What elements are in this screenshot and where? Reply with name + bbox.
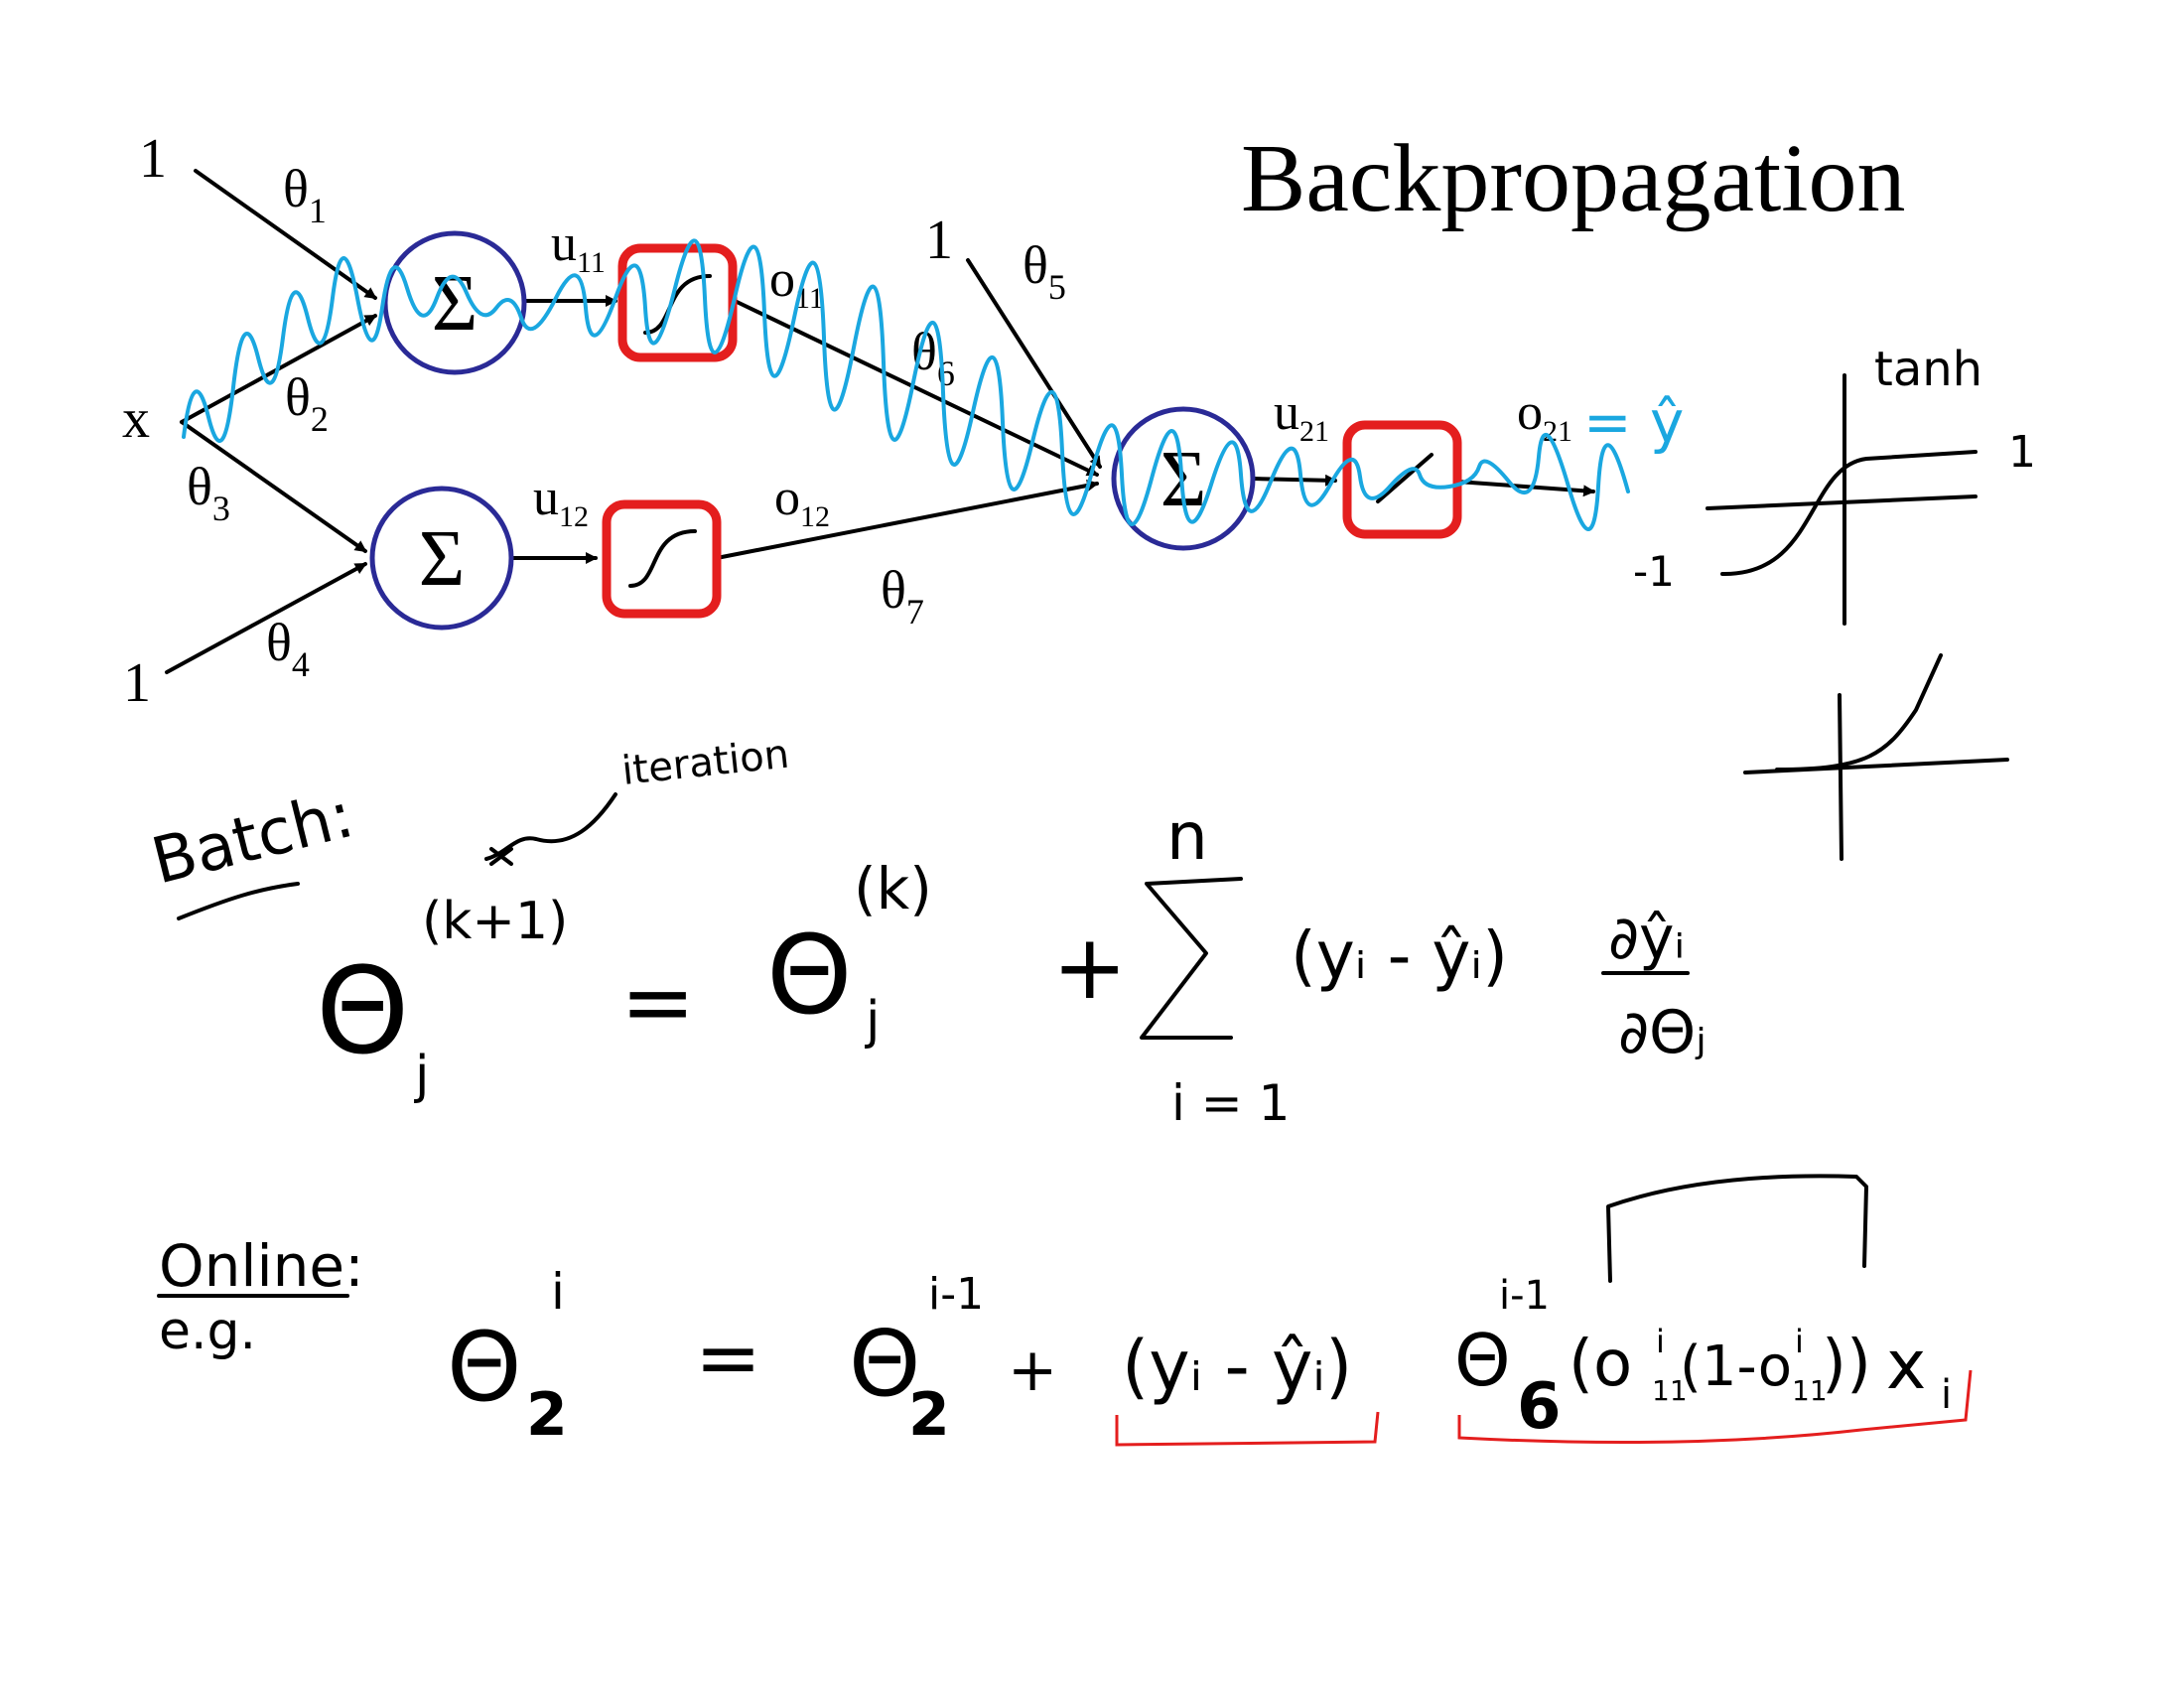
- online-equals: =: [695, 1312, 761, 1404]
- edge-theta3: [180, 420, 367, 553]
- batch-lhs-sup: (k+1): [422, 892, 568, 951]
- online-label: Online:: [159, 1232, 364, 1300]
- iteration-arrow: [484, 792, 617, 861]
- tanh-curve: [1720, 450, 1978, 577]
- tanh-x-axis: [1706, 494, 1978, 510]
- online-red-bracket-residual: [1115, 1411, 1380, 1447]
- edge-theta5: [966, 258, 1102, 469]
- batch-equals: =: [620, 950, 695, 1055]
- iteration-arrowhead: [489, 847, 513, 866]
- weight-theta2: θ2: [285, 367, 329, 439]
- online-x: x: [1886, 1327, 1926, 1405]
- sigmoid-icon-12: [628, 529, 697, 588]
- edge-o21: [1455, 480, 1595, 497]
- edge-theta4: [165, 562, 367, 674]
- online-mid: (1-o: [1680, 1335, 1792, 1399]
- online-lhs-sub: 2: [526, 1380, 568, 1450]
- weight-theta3: θ3: [187, 457, 230, 528]
- batch-sum-top: n: [1166, 798, 1208, 875]
- softplus-curve: [1775, 653, 1943, 772]
- batch-rhs-theta: Θ: [766, 912, 853, 1039]
- edge-theta1: [194, 169, 377, 300]
- weight-theta5: θ5: [1023, 235, 1066, 307]
- sum-node-12: [369, 486, 514, 631]
- sigmoid-box-12: [602, 499, 722, 619]
- online-rhs-sub: 2: [908, 1380, 950, 1450]
- tanh-pos-one: 1: [2008, 427, 2036, 478]
- tanh-plot: tanh 1 -1: [1633, 342, 2036, 626]
- online-update: Online: e.g. Θ i 2 = Θ i-1 2 + (yᵢ - ŷᵢ)…: [157, 1174, 1973, 1450]
- linear-icon-21: [1376, 453, 1433, 503]
- weight-theta4: θ4: [266, 613, 310, 684]
- batch-rhs-sub: j: [865, 991, 880, 1051]
- tanh-label: tanh: [1874, 342, 1982, 397]
- online-o11b-sub: 11: [1792, 1374, 1828, 1407]
- batch-update: Batch: iteration Θ (k+1) j = Θ (k) j + n…: [145, 732, 1706, 1132]
- batch-deriv-den: ∂Θⱼ: [1618, 998, 1706, 1067]
- batch-underline: [177, 882, 300, 920]
- signal-o12: o12: [774, 470, 830, 533]
- online-o11a-sup: i: [1656, 1323, 1665, 1360]
- batch-sum-sigma: [1140, 877, 1243, 1040]
- online-o11b-sup: i: [1795, 1323, 1804, 1360]
- edge-u21: [1251, 474, 1337, 487]
- online-rhs-sup: i-1: [928, 1269, 984, 1320]
- batch-plus: +: [1052, 915, 1127, 1020]
- tanh-neg-one: -1: [1633, 547, 1675, 596]
- sum-node-11: [382, 230, 527, 375]
- batch-lhs-sub: j: [414, 1046, 429, 1105]
- signal-u12: u12: [533, 470, 589, 533]
- online-residual: (yᵢ - ŷᵢ): [1122, 1326, 1352, 1407]
- sigmoid-box-11: [617, 243, 738, 362]
- bias-top-label: 1: [139, 128, 167, 190]
- backprop-wave: [182, 238, 1630, 531]
- network-diagram: x 1 1 1 θ1 θ2 θ3 θ4 θ5 θ6 θ7 u11 o11 u12…: [122, 128, 1684, 714]
- signal-u11: u11: [551, 215, 606, 279]
- iteration-annotation: iteration: [619, 732, 791, 794]
- online-close: )): [1822, 1328, 1871, 1401]
- signal-o21: o21: [1517, 384, 1572, 448]
- batch-sum-bottom: i = 1: [1171, 1074, 1290, 1132]
- online-plus: +: [1008, 1336, 1057, 1405]
- bias-out-label: 1: [925, 210, 953, 271]
- bias-bottom-label: 1: [123, 652, 151, 714]
- signal-u21: u21: [1274, 384, 1329, 448]
- online-lhs-theta: Θ: [447, 1312, 522, 1423]
- online-tail-open: (o: [1569, 1328, 1632, 1401]
- softplus-plot: [1743, 653, 2009, 861]
- softplus-y-axis: [1838, 693, 1843, 861]
- weight-theta1: θ1: [283, 159, 327, 230]
- batch-residual: (yᵢ - ŷᵢ): [1291, 917, 1508, 994]
- online-theta6-sub: 6: [1517, 1370, 1562, 1444]
- online-rhs-theta: Θ: [849, 1311, 920, 1417]
- output-yhat-note: = ŷ: [1583, 388, 1684, 456]
- online-x-sub: i: [1941, 1372, 1952, 1418]
- batch-rhs-sup: (k): [854, 855, 932, 922]
- online-eg: e.g.: [159, 1302, 256, 1361]
- online-theta6: Θ: [1454, 1319, 1511, 1402]
- sum-symbol-12: Σ: [419, 515, 466, 603]
- online-o11a-sub: 11: [1652, 1374, 1688, 1407]
- weight-theta7: θ7: [881, 560, 924, 632]
- online-lhs-sup: i: [551, 1263, 565, 1321]
- batch-deriv-num: ∂ŷᵢ: [1608, 904, 1685, 973]
- input-x-label: x: [122, 388, 150, 450]
- batch-label: Batch:: [145, 778, 360, 900]
- edge-theta7: [715, 480, 1099, 560]
- online-red-bracket-gradient: [1457, 1369, 1973, 1444]
- online-top-bracket: [1606, 1174, 1868, 1283]
- online-theta6-sup: i-1: [1499, 1273, 1550, 1319]
- batch-lhs-theta: Θ: [316, 943, 409, 1081]
- slide-title: Backpropagation: [1241, 125, 1905, 232]
